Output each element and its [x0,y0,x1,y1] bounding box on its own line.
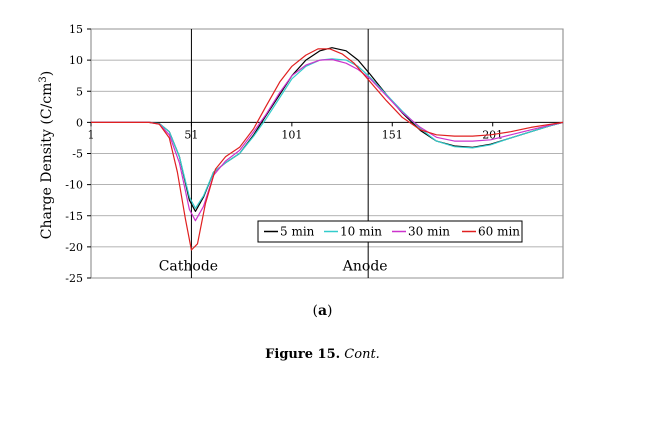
caption-label: Figure 15. [265,347,341,362]
series-line-10-min [91,58,564,209]
region-label-cathode: Cathode [159,259,218,275]
region-label-anode: Anode [342,259,388,275]
y-tick-label: 0 [76,116,83,129]
x-tick-label: 101 [281,128,302,141]
series-line-30-min [91,58,564,222]
legend-box [257,220,523,243]
legend-label: 60 min [478,225,520,239]
legend: 5 min 10 min 30 min 60 min [257,220,523,243]
y-tick-label: 10 [69,54,83,67]
figure-caption: Figure 15. Cont. [0,347,645,362]
caption-text: Cont. [344,347,380,362]
series-lines [91,47,564,251]
y-axis-ticks: 15 10 5 0 -5 -10 -15 -20 -25 [65,23,91,285]
y-tick-label: -5 [72,148,83,161]
y-tick-label: -20 [65,241,83,254]
y-tick-label: 5 [76,85,83,98]
legend-label: 30 min [408,225,450,239]
gridlines [91,28,563,279]
y-tick-label: 15 [69,23,83,36]
legend-label: 5 min [280,225,315,239]
y-tick-label: -15 [65,210,83,223]
region-labels: Cathode Anode [159,259,388,275]
y-tick-label: -25 [65,272,83,285]
legend-label: 10 min [340,225,382,239]
x-tick-label: 51 [184,128,198,141]
series-line-60-min [91,48,564,251]
x-tick-label: 1 [88,128,95,141]
subfigure-label: (a) [312,303,333,319]
y-tick-label: -10 [65,179,83,192]
x-tick-label: 151 [382,128,403,141]
y-axis-label: Charge Density (C/cm3) [38,71,56,240]
